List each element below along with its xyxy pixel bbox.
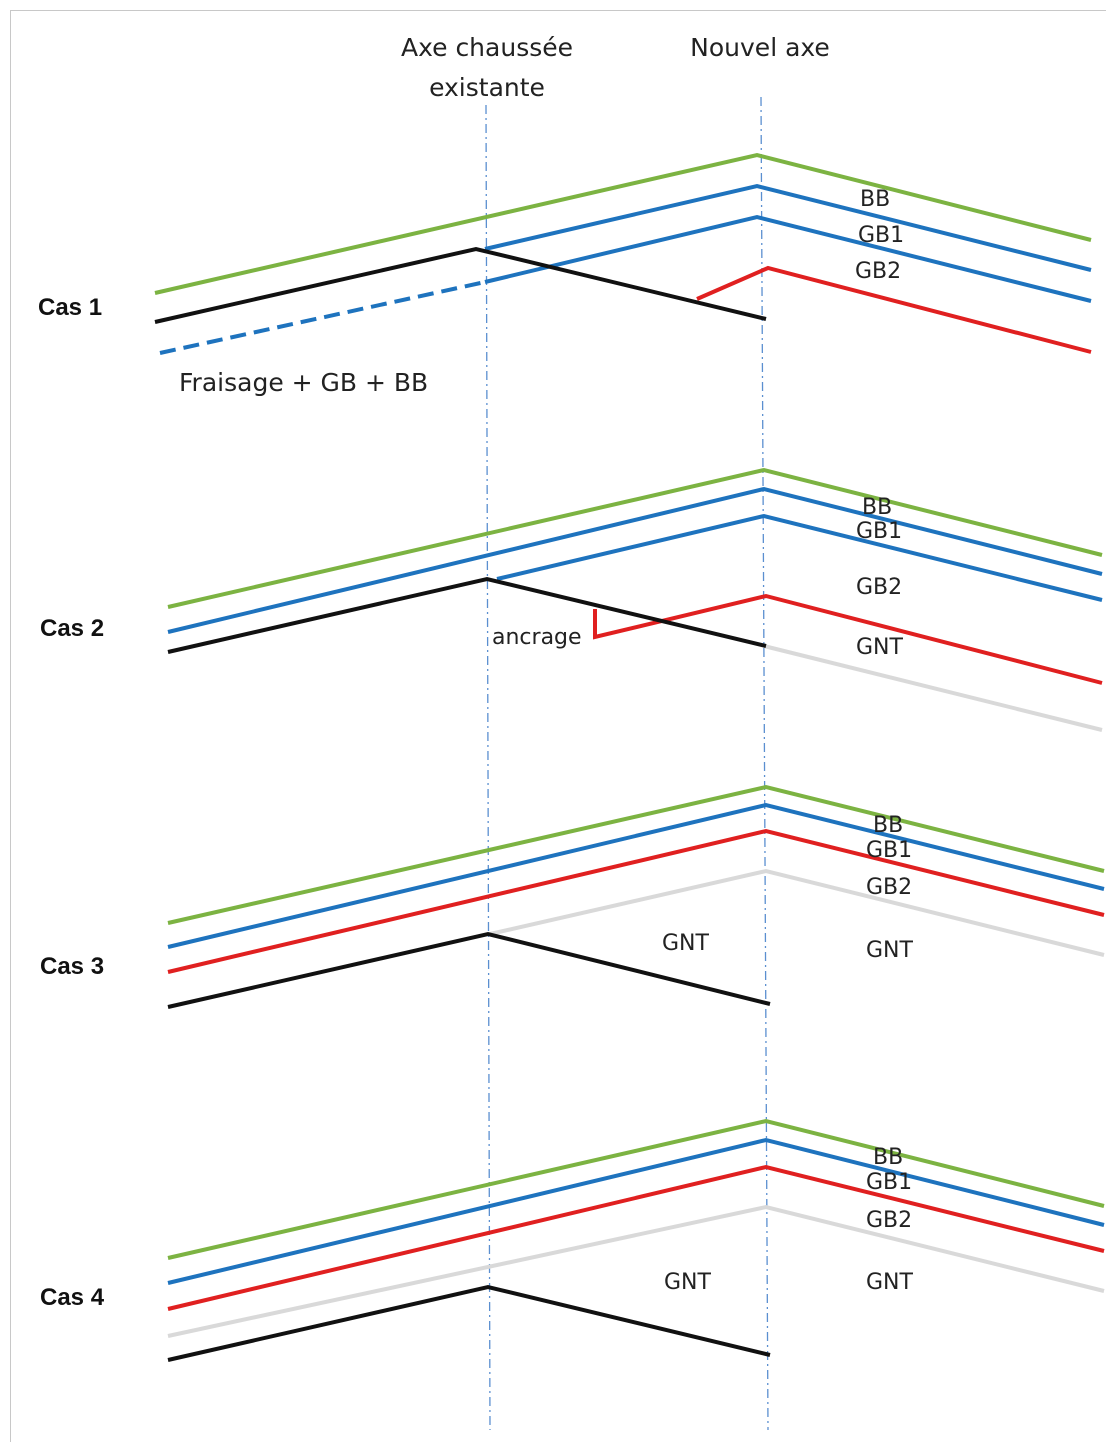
cas4-gb1-line bbox=[167, 1137, 1105, 1285]
cas1-gb1-line bbox=[484, 183, 1092, 272]
cas4-bb-line bbox=[167, 1118, 1105, 1260]
cas4-layer-gb2: GB2 bbox=[866, 1208, 913, 1233]
cas4-layer-bb: BB bbox=[873, 1145, 904, 1170]
cas3-layer-gnt-right: GNT bbox=[866, 938, 913, 963]
cas2-layer-gnt: GNT bbox=[856, 635, 903, 660]
cas4-layer-gb1: GB1 bbox=[866, 1170, 913, 1195]
cas1-layer-gb2: GB2 bbox=[855, 259, 902, 284]
cas2-note: ancrage bbox=[492, 625, 582, 650]
cas2-layer-bb: BB bbox=[862, 495, 893, 520]
cas2-gb1b-line bbox=[496, 513, 1103, 602]
existing-axis-line bbox=[485, 104, 491, 1431]
cas4-gb2-line bbox=[167, 1164, 1105, 1311]
existing-axis-header: Axe chaussée existante bbox=[372, 28, 602, 108]
cas1-note: Fraisage + GB + BB bbox=[179, 368, 429, 397]
cas2-bb-line bbox=[167, 467, 1103, 609]
cas4-gnt-line bbox=[167, 1204, 1105, 1338]
cas2-label: Cas 2 bbox=[40, 615, 105, 642]
new-axis-line bbox=[760, 96, 769, 1431]
cas4-label: Cas 4 bbox=[40, 1284, 105, 1311]
cas4-existing-line bbox=[167, 1284, 771, 1362]
cas1-label: Cas 1 bbox=[38, 294, 103, 321]
cas1-bb-line bbox=[154, 152, 1092, 295]
cas1-gb2-line bbox=[696, 265, 1092, 354]
cas2-gb1-line bbox=[167, 486, 1103, 634]
cas1-layer-bb: BB bbox=[860, 187, 891, 212]
cas3-layer-gb1: GB1 bbox=[866, 838, 913, 863]
cas3-layer-bb: BB bbox=[873, 813, 904, 838]
existing-axis-header-line2: existante bbox=[429, 73, 545, 102]
cas1-gb1-milling-line bbox=[159, 280, 486, 355]
figure-frame bbox=[10, 10, 1106, 1442]
cas1-layer-gb1: GB1 bbox=[858, 223, 905, 248]
cas3-layer-gb2: GB2 bbox=[866, 875, 913, 900]
cas3-gb2-line bbox=[167, 828, 1105, 974]
cas4-layer-gnt-left: GNT bbox=[664, 1270, 711, 1295]
cas3-layer-gnt-left: GNT bbox=[662, 931, 709, 956]
cas2-existing-line bbox=[167, 576, 767, 654]
cas2-layer-gb1: GB1 bbox=[856, 519, 903, 544]
cas3-existing-line bbox=[167, 931, 771, 1009]
cas3-label: Cas 3 bbox=[40, 953, 105, 980]
cas1-gb1b-line bbox=[484, 214, 1092, 303]
existing-axis-header-line1: Axe chaussée bbox=[400, 33, 574, 62]
cas2-gnt-line bbox=[763, 644, 1103, 732]
cas2-gb2-line bbox=[593, 593, 1103, 685]
new-axis-header: Nouvel axe bbox=[690, 33, 830, 62]
cas1-existing-line bbox=[154, 246, 767, 324]
cas4-layer-gnt-right: GNT bbox=[866, 1270, 913, 1295]
cas2-layer-gb2: GB2 bbox=[856, 575, 903, 600]
cas3-gnt-line bbox=[489, 868, 1105, 957]
cas3-bb-line bbox=[167, 784, 1105, 925]
cas3-gb1-line bbox=[167, 802, 1105, 949]
